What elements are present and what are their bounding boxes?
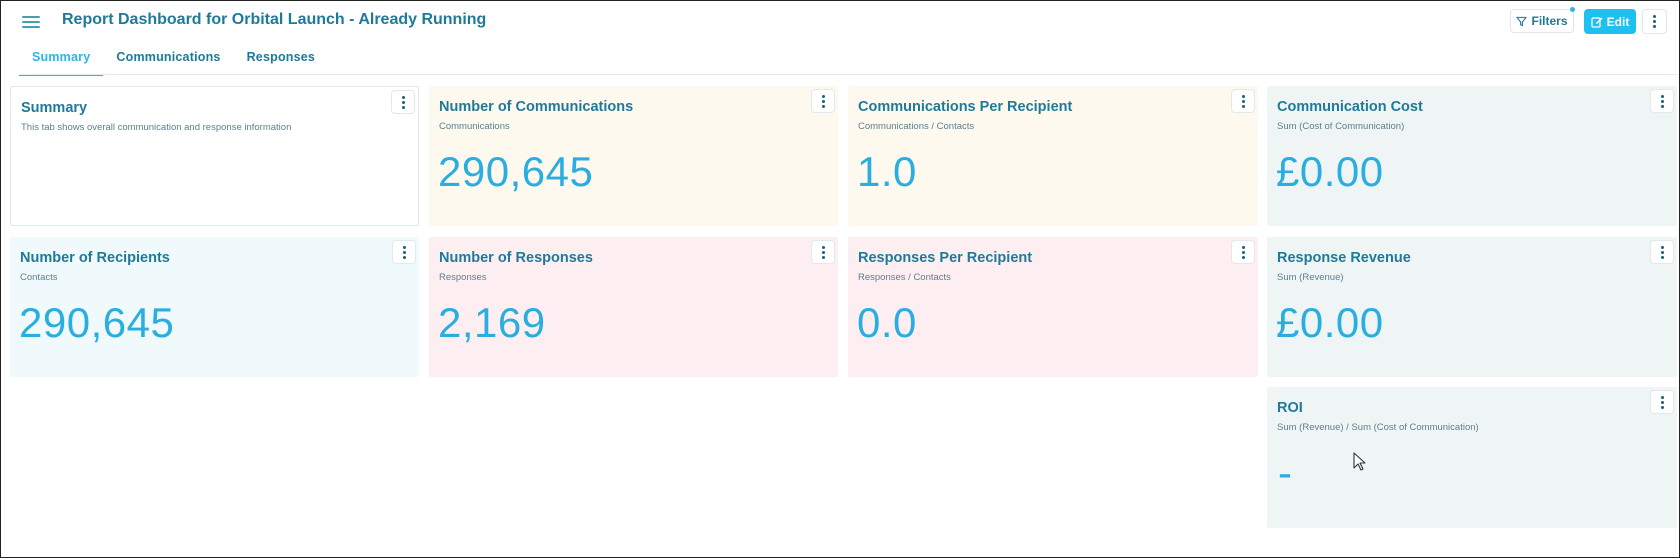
card-title: Response Revenue <box>1277 250 1411 266</box>
metric-value: 1.0 <box>857 148 917 195</box>
card-subtitle: Responses / Contacts <box>858 272 951 283</box>
communication-cost-card: Communication Cost Sum (Cost of Communic… <box>1267 86 1677 226</box>
metric-value: 290,645 <box>438 148 594 195</box>
edit-button[interactable]: Edit <box>1584 9 1636 34</box>
metric-value: £0.00 <box>1276 299 1384 346</box>
card-title: ROI <box>1277 400 1303 416</box>
filters-button[interactable]: Filters <box>1510 9 1574 33</box>
card-menu-button[interactable] <box>391 90 415 114</box>
metric-value: £0.00 <box>1276 148 1384 195</box>
card-menu-button[interactable] <box>1650 89 1674 113</box>
tab-responses[interactable]: Responses <box>246 50 316 64</box>
filters-active-indicator <box>1570 7 1575 12</box>
responses-per-recipient-card: Responses Per Recipient Responses / Cont… <box>848 237 1258 377</box>
mouse-cursor-icon <box>1353 452 1366 471</box>
tab-summary[interactable]: Summary <box>19 46 104 76</box>
metric-value: 2,169 <box>438 299 546 346</box>
tab-divider <box>19 74 1678 75</box>
card-subtitle: Responses <box>439 272 487 283</box>
card-title: Responses Per Recipient <box>858 250 1033 266</box>
edit-label: Edit <box>1606 14 1630 29</box>
menu-icon[interactable] <box>20 12 42 32</box>
card-title: Number of Communications <box>439 99 634 115</box>
card-menu-button[interactable] <box>1650 390 1674 414</box>
card-menu-button[interactable] <box>811 89 835 113</box>
number-of-communications-card: Number of Communications Communications … <box>429 86 838 226</box>
number-of-recipients-card: Number of Recipients Contacts 290,645 <box>10 237 419 377</box>
card-subtitle: Sum (Revenue) <box>1277 272 1344 283</box>
card-subtitle: Sum (Cost of Communication) <box>1277 121 1405 132</box>
communications-per-recipient-card: Communications Per Recipient Communicati… <box>848 86 1258 226</box>
tab-bar: Summary Communications Responses <box>19 46 328 76</box>
card-menu-button[interactable] <box>811 240 835 264</box>
summary-card: Summary This tab shows overall communica… <box>10 86 419 226</box>
card-subtitle: Contacts <box>20 272 58 283</box>
more-options-button[interactable] <box>1642 9 1667 34</box>
card-menu-button[interactable] <box>1650 240 1674 264</box>
card-subtitle: This tab shows overall communication and… <box>21 122 292 133</box>
response-revenue-card: Response Revenue Sum (Revenue) £0.00 <box>1267 237 1677 377</box>
card-menu-button[interactable] <box>392 240 416 264</box>
metric-value: - <box>1278 449 1293 496</box>
card-subtitle: Sum (Revenue) / Sum (Cost of Communicati… <box>1277 422 1479 433</box>
card-subtitle: Communications <box>439 121 510 132</box>
number-of-responses-card: Number of Responses Responses 2,169 <box>429 237 838 377</box>
roi-card: ROI Sum (Revenue) / Sum (Cost of Communi… <box>1267 387 1677 528</box>
metric-value: 0.0 <box>857 299 917 346</box>
filter-icon <box>1516 16 1528 26</box>
card-title: Number of Responses <box>439 250 593 266</box>
card-subtitle: Communications / Contacts <box>858 121 975 132</box>
metric-value: 290,645 <box>19 299 175 346</box>
page-title: Report Dashboard for Orbital Launch - Al… <box>62 11 487 28</box>
edit-icon <box>1591 16 1603 28</box>
card-menu-button[interactable] <box>1231 240 1255 264</box>
tab-communications[interactable]: Communications <box>116 50 221 64</box>
card-title: Number of Recipients <box>20 250 170 266</box>
card-title: Communication Cost <box>1277 99 1423 115</box>
card-title: Communications Per Recipient <box>858 99 1073 115</box>
card-title: Summary <box>21 100 88 116</box>
filters-label: Filters <box>1531 14 1568 28</box>
card-menu-button[interactable] <box>1231 89 1255 113</box>
